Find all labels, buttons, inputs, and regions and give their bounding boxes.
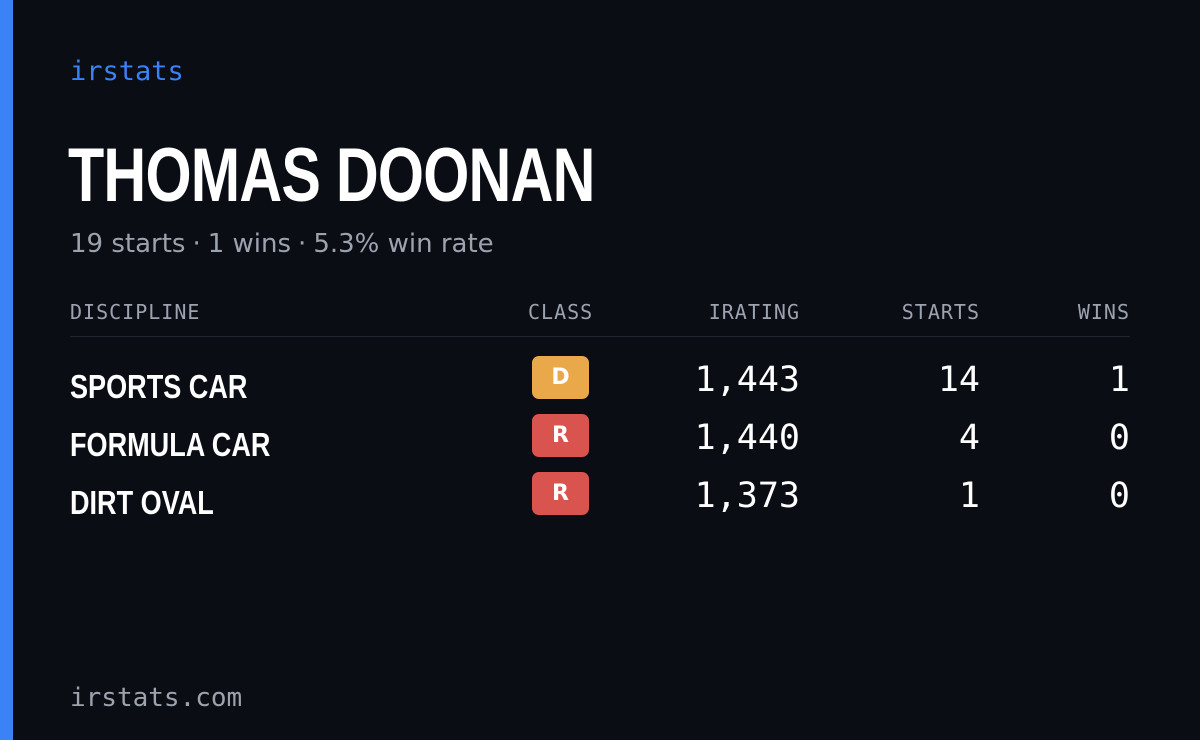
irating-value: 1,443 [694,360,800,400]
column-header-discipline: DISCIPLINE [70,300,201,324]
driver-summary: 19 starts · 1 wins · 5.3% win rate [70,229,494,259]
separator-dot: · [298,229,307,259]
discipline-name: DIRT OVAL [70,484,214,521]
column-header-irating: IRATING [708,300,800,324]
footer-site-link[interactable]: irstats.com [70,683,243,713]
starts-value: 14 [937,360,980,400]
wins-summary: 1 wins [207,229,292,259]
accent-bar [0,0,13,740]
discipline-name: SPORTS CAR [70,368,248,405]
irating-value: 1,373 [694,476,800,516]
license-class-badge: R [532,472,589,515]
separator-dot: · [192,229,201,259]
starts-summary: 19 starts [70,229,186,259]
starts-value: 4 [958,418,980,458]
wins-value: 0 [1108,476,1130,516]
license-class-badge: D [532,356,589,399]
discipline-name: FORMULA CAR [70,426,271,463]
driver-name: THOMAS DOONAN [68,133,595,218]
header-divider [70,336,1130,337]
brand-logo[interactable]: irstats [70,56,184,87]
wins-value: 0 [1108,418,1130,458]
table-row: FORMULA CAR R 1,440 4 0 [70,414,1130,474]
win-rate-summary: 5.3% win rate [313,229,494,259]
starts-value: 1 [958,476,980,516]
wins-value: 1 [1108,360,1130,400]
license-class-badge: R [532,414,589,457]
column-header-wins: WINS [1077,300,1130,324]
table-row: SPORTS CAR D 1,443 14 1 [70,356,1130,416]
irating-value: 1,440 [694,418,800,458]
column-header-starts: STARTS [901,300,980,324]
column-header-class: CLASS [528,300,594,324]
table-row: DIRT OVAL R 1,373 1 0 [70,472,1130,532]
